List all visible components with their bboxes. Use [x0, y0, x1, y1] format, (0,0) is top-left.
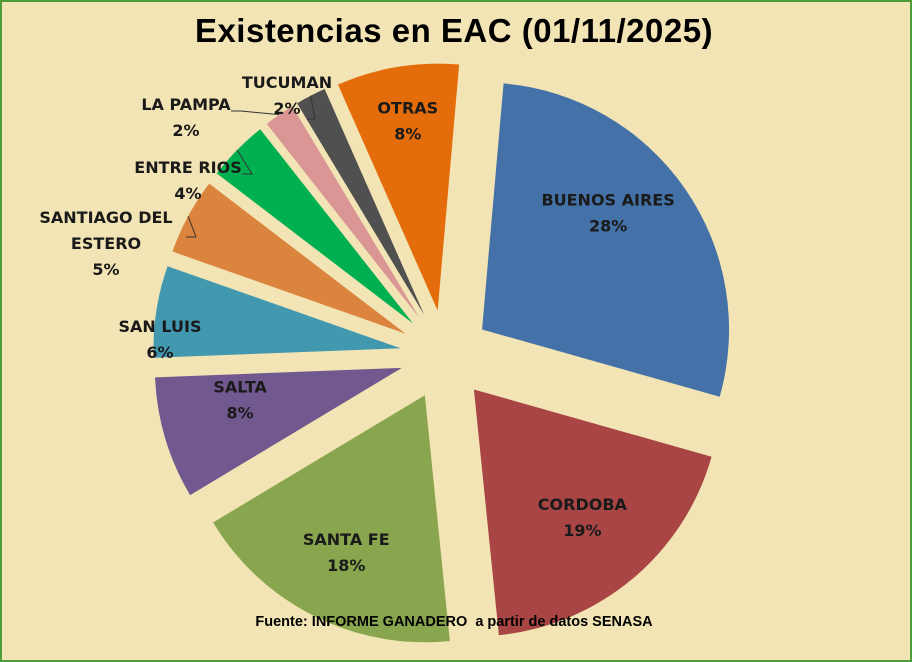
leader-line-tucuman	[307, 95, 316, 120]
label-san-luis: SAN LUIS 6%	[119, 317, 202, 362]
slice-otras	[337, 63, 460, 311]
source-note: Fuente: INFORME GANADERO a partir de dat…	[255, 614, 653, 630]
label-santa-fe: SANTA FE 18%	[303, 530, 390, 575]
label-salta: SALTA 8%	[213, 378, 267, 423]
slice-cordoba	[473, 389, 712, 636]
slice-santiago-del-estero	[172, 183, 406, 334]
slice-la-pampa	[266, 106, 420, 318]
slice-salta	[155, 367, 402, 496]
slice-entre-rios	[216, 129, 413, 324]
label-cordoba: CORDOBA 19%	[538, 495, 628, 540]
pie-slices	[153, 63, 730, 643]
leader-line-santiago-del-estero	[186, 215, 197, 238]
label-tucuman: TUCUMAN 2%	[242, 73, 332, 118]
label-santiago-del-estero: SANTIAGO DEL ESTERO 5%	[39, 208, 172, 279]
slice-tucuman	[297, 89, 425, 316]
slice-buenos-aires	[482, 83, 730, 397]
leader-line-la-pampa	[231, 110, 280, 116]
label-buenos-aires: BUENOS AIRES 28%	[541, 190, 674, 235]
label-la-pampa: LA PAMPA 2%	[141, 95, 231, 140]
leader-lines	[186, 95, 316, 238]
label-otras: OTRAS 8%	[377, 98, 438, 143]
slice-san-luis	[153, 266, 401, 358]
slice-santa-fe	[213, 395, 450, 643]
label-entre-rios: ENTRE RIOS 4%	[134, 158, 241, 203]
slice-labels: BUENOS AIRES 28% CORDOBA 19% SANTA FE 18% SALT…	[39, 73, 674, 575]
chart-title: Existencias en EAC (01/11/2025)	[194, 12, 714, 49]
leader-line-entre-rios	[236, 149, 253, 175]
